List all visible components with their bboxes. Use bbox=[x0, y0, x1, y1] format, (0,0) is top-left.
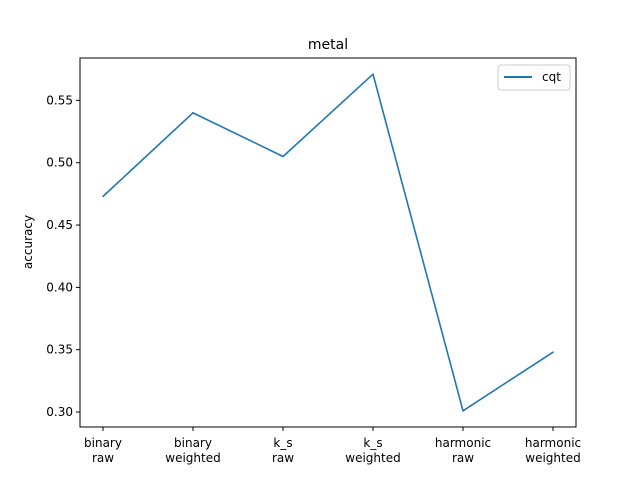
data-point bbox=[282, 155, 284, 158]
y-axis-label: accuracy bbox=[21, 215, 35, 269]
data-point bbox=[462, 409, 464, 412]
legend-label-cqt: cqt bbox=[542, 70, 561, 84]
x-tick-label: k_s raw bbox=[272, 436, 294, 465]
plot-frame bbox=[79, 57, 577, 428]
series-layer bbox=[102, 73, 554, 412]
y-tick-label: 0.40 bbox=[46, 280, 73, 294]
x-tick-label: harmonic weighted bbox=[525, 436, 581, 465]
series-line-cqt bbox=[102, 73, 554, 412]
x-tick-label: binary raw bbox=[84, 436, 122, 465]
data-point bbox=[102, 195, 104, 198]
y-tick-label: 0.35 bbox=[46, 343, 73, 357]
y-axis: 0.30 0.35 0.40 0.45 0.50 0.55 bbox=[46, 93, 80, 419]
y-tick-label: 0.55 bbox=[46, 93, 73, 107]
x-tick-label: k_s weighted bbox=[345, 436, 400, 465]
legend-box bbox=[497, 64, 571, 91]
y-tick-label: 0.45 bbox=[46, 218, 73, 232]
y-tick-label: 0.50 bbox=[46, 156, 73, 170]
chart-title: metal bbox=[308, 37, 348, 53]
legend: cqt bbox=[497, 64, 571, 91]
data-point bbox=[372, 73, 374, 76]
data-point bbox=[552, 351, 554, 354]
x-axis: binary raw binary weighted k_s raw k_s weighted… bbox=[84, 427, 581, 465]
y-tick-label: 0.30 bbox=[46, 405, 73, 419]
data-point bbox=[192, 112, 194, 114]
x-tick-label: harmonic raw bbox=[435, 436, 491, 465]
x-tick-label: binary weighted bbox=[165, 436, 220, 465]
